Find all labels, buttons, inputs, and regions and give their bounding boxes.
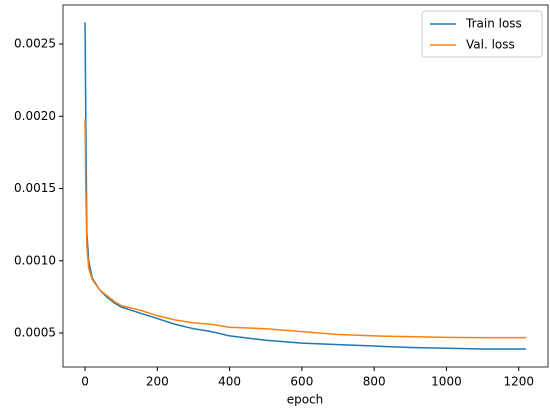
- x-tick-label: 400: [218, 375, 241, 389]
- plot-frame: [62, 4, 549, 368]
- y-tick-label: 0.0010: [14, 253, 56, 267]
- legend-label: Train loss: [465, 17, 522, 31]
- y-tick-label: 0.0015: [14, 181, 56, 195]
- x-tick-label: 0: [81, 375, 89, 389]
- line-series: [84, 22, 526, 350]
- line-series: [84, 119, 526, 339]
- x-tick-label: 1200: [503, 375, 534, 389]
- x-tick-label: 600: [290, 375, 313, 389]
- x-tick-label: 200: [146, 375, 169, 389]
- x-tick-label: 1000: [431, 375, 462, 389]
- x-axis-label: epoch: [287, 393, 324, 407]
- y-tick-label: 0.0005: [14, 326, 56, 340]
- y-tick-label: 0.0020: [14, 109, 56, 123]
- x-tick-label: 800: [363, 375, 386, 389]
- y-tick-label: 0.0025: [14, 37, 56, 51]
- legend-label: Val. loss: [466, 38, 515, 52]
